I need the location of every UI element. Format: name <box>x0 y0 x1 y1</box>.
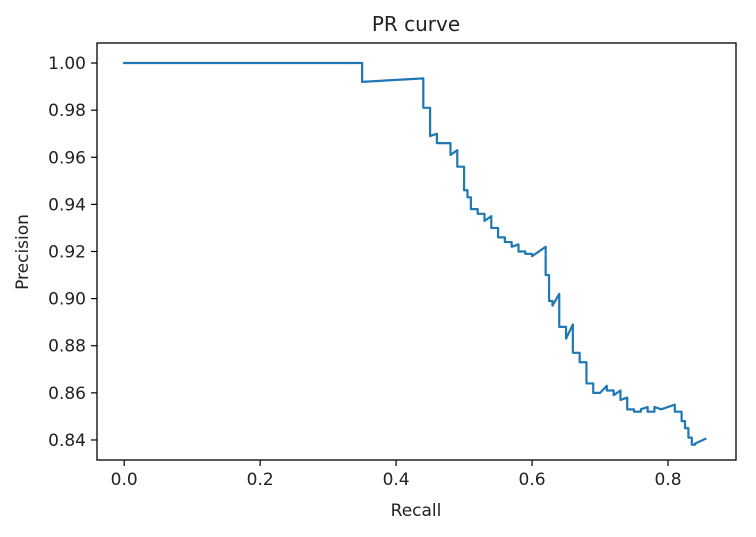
y-tick-label: 1.00 <box>48 54 86 74</box>
x-axis: 0.0 0.2 0.4 0.6 0.8 <box>111 460 682 490</box>
x-tick-label: 0.0 <box>111 470 138 490</box>
series-layer <box>123 61 707 446</box>
x-tick-label: 0.8 <box>654 470 681 490</box>
x-tick-label: 0.2 <box>247 470 274 490</box>
y-tick-label: 0.86 <box>48 384 86 404</box>
y-tick-label: 0.90 <box>48 290 86 310</box>
y-tick-label: 0.94 <box>48 195 86 215</box>
x-axis-label: Recall <box>391 501 442 521</box>
plot-area <box>96 42 737 461</box>
chart-title: PR curve <box>372 12 460 36</box>
y-axis-label: Precision <box>13 214 33 290</box>
y-tick-label: 0.98 <box>48 101 86 121</box>
pr-curve-line <box>123 61 707 446</box>
y-tick-label: 0.92 <box>48 243 86 263</box>
x-tick-label: 0.6 <box>519 470 546 490</box>
y-axis: 0.84 0.86 0.88 0.90 0.92 0.94 0.96 0.98 1.00 <box>48 54 97 451</box>
x-tick-label: 0.4 <box>383 470 410 490</box>
y-tick-label: 0.96 <box>48 148 86 168</box>
y-tick-label: 0.84 <box>48 431 86 451</box>
y-tick-label: 0.88 <box>48 337 86 357</box>
